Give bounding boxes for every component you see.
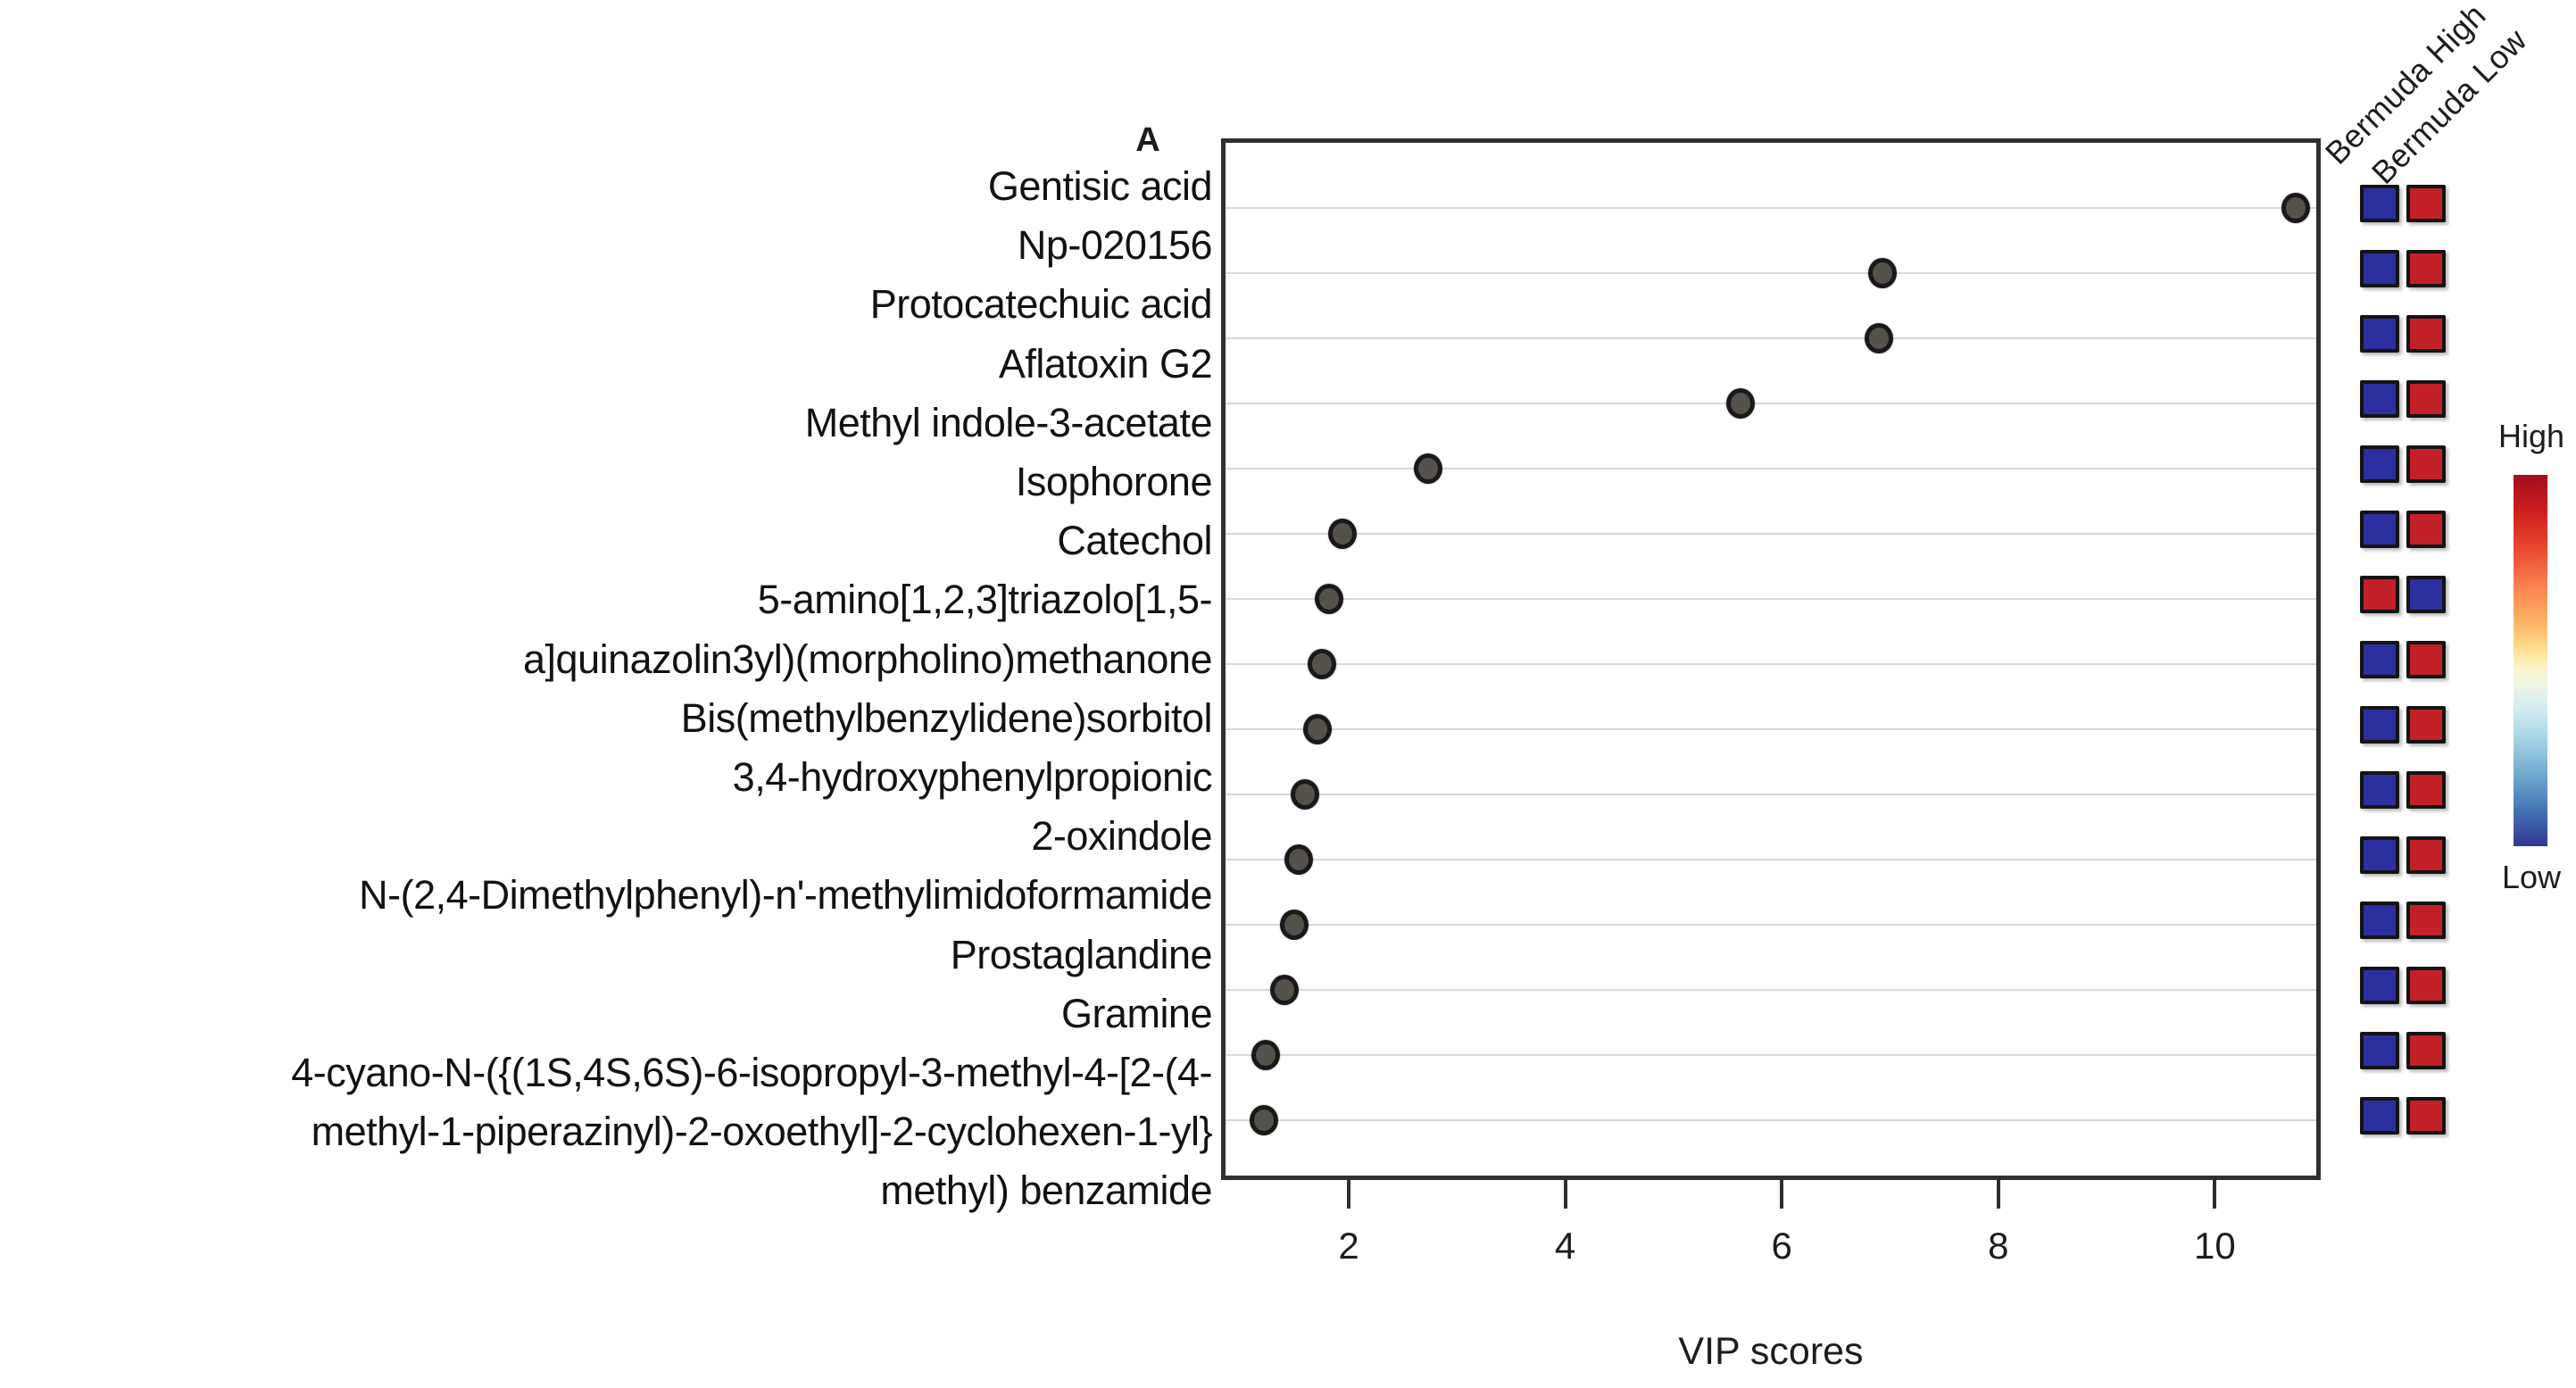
heat-cell-bermuda-low bbox=[2406, 1032, 2446, 1069]
heat-cell-bermuda-low bbox=[2406, 576, 2446, 613]
y-axis-label-line: Gramine bbox=[1060, 990, 1213, 1036]
x-tick-label: 10 bbox=[2194, 1225, 2236, 1267]
vip-dot bbox=[2281, 193, 2311, 223]
x-tick-label: 8 bbox=[1988, 1225, 2009, 1267]
y-axis-label-line: Bis(methylbenzylidene)sorbitol bbox=[680, 694, 1213, 741]
vip-dot bbox=[1413, 453, 1442, 484]
gridline bbox=[1226, 794, 2316, 795]
y-axis-label-line: a]quinazolin3yl)(morpholino)methanone bbox=[523, 636, 1212, 682]
x-tick-mark bbox=[1780, 1180, 1784, 1209]
heat-cell-bermuda-high bbox=[2360, 576, 2399, 613]
abundance-gradient-bar bbox=[2514, 475, 2547, 846]
panel-label-a: A bbox=[1135, 121, 1160, 159]
x-tick-mark bbox=[2213, 1180, 2217, 1209]
y-axis-label-line: Prostaglandine bbox=[950, 931, 1213, 977]
gridline bbox=[1226, 859, 2316, 860]
heat-cell-bermuda-low bbox=[2406, 771, 2446, 809]
x-axis-title: VIP scores bbox=[1678, 1330, 1864, 1373]
y-axis-label-line: 2-oxindole bbox=[1031, 813, 1212, 860]
gridline bbox=[1226, 663, 2316, 665]
y-axis-label-line: methyl) benzamide bbox=[880, 1168, 1212, 1214]
vip-dot bbox=[1251, 1040, 1280, 1070]
y-axis-label-line: 4-cyano-N-({(1S,4S,6S)-6-isopropyl-3-met… bbox=[291, 1050, 1212, 1095]
y-axis-label-line: Gentisic acid bbox=[987, 163, 1213, 209]
plot-area bbox=[1221, 138, 2321, 1180]
x-tick-mark bbox=[1996, 1180, 2000, 1209]
y-axis-label-line: Aflatoxin G2 bbox=[998, 340, 1213, 386]
gridline bbox=[1226, 1054, 2316, 1056]
heat-cell-bermuda-high bbox=[2360, 1032, 2399, 1069]
heat-cell-bermuda-high bbox=[2360, 967, 2399, 1004]
heat-cell-bermuda-low bbox=[2406, 967, 2446, 1004]
legend-low-label: Low bbox=[2501, 859, 2562, 895]
heat-cell-bermuda-low bbox=[2406, 445, 2446, 483]
gridline bbox=[1226, 337, 2316, 339]
heat-cell-bermuda-low bbox=[2406, 380, 2446, 418]
y-axis-label-line: methyl-1-piperazinyl)-2-oxoethyl]-2-cycl… bbox=[311, 1109, 1213, 1155]
y-axis-label-line: 3,4-hydroxyphenylpropionic bbox=[732, 754, 1213, 800]
heat-cell-bermuda-high bbox=[2360, 185, 2399, 222]
vip-dot bbox=[1270, 975, 1300, 1005]
heat-cell-bermuda-high bbox=[2360, 641, 2399, 678]
vip-dot bbox=[1250, 1105, 1279, 1135]
y-axis-label-line: Catechol bbox=[1057, 518, 1212, 564]
gridline bbox=[1226, 272, 2316, 274]
heat-cell-bermuda-high bbox=[2360, 706, 2399, 744]
x-tick-label: 4 bbox=[1554, 1225, 1576, 1267]
heat-cell-bermuda-low bbox=[2406, 706, 2446, 744]
y-axis-label-line: Np-020156 bbox=[1017, 222, 1213, 269]
y-axis-label-line: N-(2,4-Dimethylphenyl)-n'-methylimidofor… bbox=[359, 872, 1212, 918]
gridline bbox=[1226, 468, 2316, 470]
gridline bbox=[1226, 598, 2316, 600]
heat-cell-bermuda-low bbox=[2406, 902, 2446, 939]
heat-cell-bermuda-high bbox=[2360, 445, 2399, 483]
heat-cell-bermuda-high bbox=[2360, 1097, 2399, 1135]
vip-dot bbox=[1315, 584, 1344, 614]
heat-cell-bermuda-low bbox=[2406, 185, 2446, 222]
vip-dot bbox=[1865, 323, 1894, 353]
vip-dot bbox=[1868, 258, 1897, 288]
y-axis-label-line: Protocatechuic acid bbox=[869, 281, 1213, 328]
gridline bbox=[1226, 533, 2316, 535]
heat-cell-bermuda-low bbox=[2406, 511, 2446, 548]
heat-cell-bermuda-high bbox=[2360, 315, 2399, 353]
heat-cell-bermuda-high bbox=[2360, 902, 2399, 939]
gridline bbox=[1226, 989, 2316, 991]
y-axis-label-line: Isophorone bbox=[1015, 459, 1213, 504]
heat-cell-bermuda-low bbox=[2406, 315, 2446, 353]
y-axis-label-line: Methyl indole-3-acetate bbox=[804, 399, 1213, 445]
x-tick-mark bbox=[1347, 1180, 1350, 1209]
legend-high-label: High bbox=[2497, 418, 2565, 454]
gridline bbox=[1226, 403, 2316, 404]
vip-dot bbox=[1327, 519, 1357, 549]
gridline bbox=[1226, 728, 2316, 730]
heat-cell-bermuda-high bbox=[2360, 250, 2399, 287]
vip-dot bbox=[1284, 844, 1314, 875]
x-tick-label: 2 bbox=[1338, 1225, 1359, 1267]
vip-dot bbox=[1280, 910, 1309, 940]
heat-cell-bermuda-low bbox=[2406, 250, 2446, 287]
vip-dot bbox=[1291, 779, 1320, 810]
heat-cell-bermuda-low bbox=[2406, 641, 2446, 678]
vip-dot bbox=[1307, 649, 1336, 679]
vip-dot bbox=[1726, 388, 1756, 419]
gridline bbox=[1226, 924, 2316, 926]
vip-dot bbox=[1302, 714, 1332, 744]
heat-cell-bermuda-high bbox=[2360, 511, 2399, 548]
heat-cell-bermuda-low bbox=[2406, 836, 2446, 874]
gridline bbox=[1226, 207, 2316, 209]
heat-cell-bermuda-high bbox=[2360, 380, 2399, 418]
y-axis-label-line: 5-amino[1,2,3]triazolo[1,5- bbox=[757, 577, 1213, 623]
heat-cell-bermuda-low bbox=[2406, 1097, 2446, 1135]
heat-cell-bermuda-high bbox=[2360, 771, 2399, 809]
heat-cell-bermuda-high bbox=[2360, 836, 2399, 874]
x-tick-label: 6 bbox=[1771, 1225, 1792, 1267]
x-tick-mark bbox=[1563, 1180, 1567, 1209]
gridline bbox=[1226, 1119, 2316, 1121]
